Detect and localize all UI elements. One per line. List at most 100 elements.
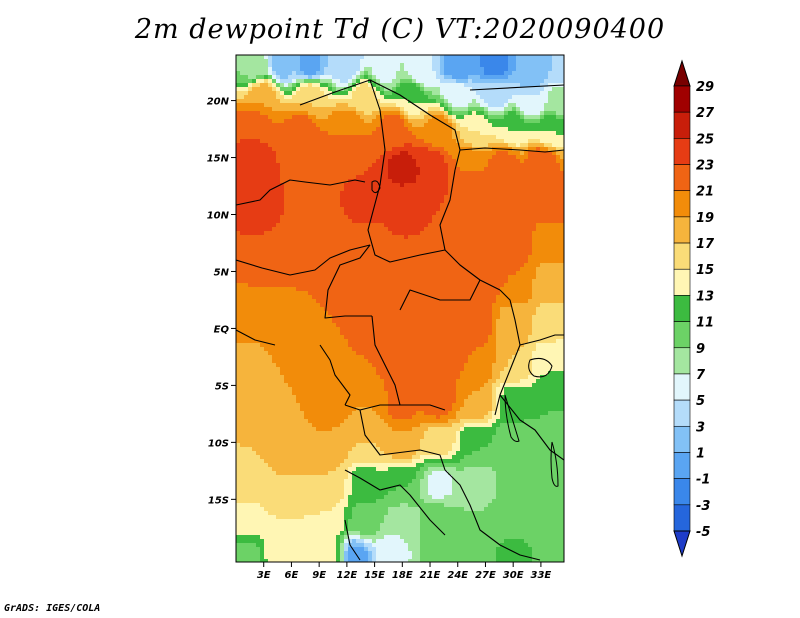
field-cell (484, 167, 489, 172)
field-cell (320, 143, 325, 148)
field-cell (516, 207, 521, 212)
field-cell (496, 239, 501, 244)
field-cell (284, 251, 289, 256)
field-cell (288, 291, 293, 296)
field-cell (432, 167, 437, 172)
field-cell (360, 167, 365, 172)
field-cell (536, 95, 541, 100)
field-cell (244, 235, 249, 240)
field-cell (372, 127, 377, 132)
field-cell (344, 243, 349, 248)
field-cell (480, 63, 485, 68)
field-cell (284, 203, 289, 208)
field-cell (240, 275, 245, 280)
field-cell (308, 239, 313, 244)
field-cell (308, 83, 313, 88)
field-cell (484, 79, 489, 84)
field-cell (348, 55, 353, 60)
field-cell (336, 147, 341, 152)
field-cell (260, 263, 265, 268)
field-cell (532, 203, 537, 208)
field-cell (308, 147, 313, 152)
field-cell (372, 71, 377, 76)
field-cell (444, 151, 449, 156)
field-cell (308, 191, 313, 196)
field-cell (444, 135, 449, 140)
field-cell (412, 67, 417, 72)
field-cell (400, 291, 405, 296)
field-cell (268, 119, 273, 124)
field-cell (376, 211, 381, 216)
field-cell (524, 279, 529, 284)
field-cell (384, 147, 389, 152)
field-cell (432, 95, 437, 100)
field-cell (460, 139, 465, 144)
field-cell (396, 187, 401, 192)
field-cell (240, 139, 245, 144)
field-cell (504, 71, 509, 76)
field-cell (296, 231, 301, 236)
field-cell (472, 243, 477, 248)
field-cell (396, 215, 401, 220)
field-cell (536, 119, 541, 124)
field-cell (524, 99, 529, 104)
field-cell (540, 155, 545, 160)
field-cell (440, 59, 445, 64)
field-cell (324, 275, 329, 280)
field-cell (244, 159, 249, 164)
field-cell (480, 91, 485, 96)
field-cell (496, 171, 501, 176)
field-cell (516, 159, 521, 164)
field-cell (324, 147, 329, 152)
field-cell (516, 59, 521, 64)
field-cell (292, 191, 297, 196)
field-cell (480, 135, 485, 140)
field-cell (260, 59, 265, 64)
field-cell (428, 203, 433, 208)
field-cell (244, 263, 249, 268)
field-cell (504, 119, 509, 124)
field-cell (292, 67, 297, 72)
field-cell (324, 163, 329, 168)
field-cell (348, 239, 353, 244)
field-cell (480, 55, 485, 60)
field-cell (388, 283, 393, 288)
field-cell (500, 239, 505, 244)
field-cell (428, 151, 433, 156)
field-cell (240, 223, 245, 228)
field-cell (308, 255, 313, 260)
field-cell (404, 291, 409, 296)
field-cell (412, 227, 417, 232)
field-cell (364, 119, 369, 124)
field-cell (412, 279, 417, 284)
field-cell (472, 203, 477, 208)
field-cell (428, 135, 433, 140)
field-cell (324, 123, 329, 128)
field-cell (312, 215, 317, 220)
field-cell (460, 247, 465, 252)
field-cell (516, 251, 521, 256)
field-cell (464, 179, 469, 184)
field-cell (284, 103, 289, 108)
field-cell (432, 75, 437, 80)
field-cell (436, 195, 441, 200)
field-cell (504, 139, 509, 144)
field-cell (488, 271, 493, 276)
field-cell (288, 171, 293, 176)
field-cell (376, 215, 381, 220)
field-cell (428, 83, 433, 88)
field-cell (516, 187, 521, 192)
field-cell (244, 207, 249, 212)
field-cell (312, 75, 317, 80)
field-cell (244, 239, 249, 244)
field-cell (524, 195, 529, 200)
field-cell (448, 247, 453, 252)
field-cell (272, 279, 277, 284)
field-cell (448, 271, 453, 276)
field-cell (372, 259, 377, 264)
field-cell (416, 123, 421, 128)
field-cell (332, 175, 337, 180)
field-cell (308, 223, 313, 228)
field-cell (328, 255, 333, 260)
field-cell (500, 259, 505, 264)
